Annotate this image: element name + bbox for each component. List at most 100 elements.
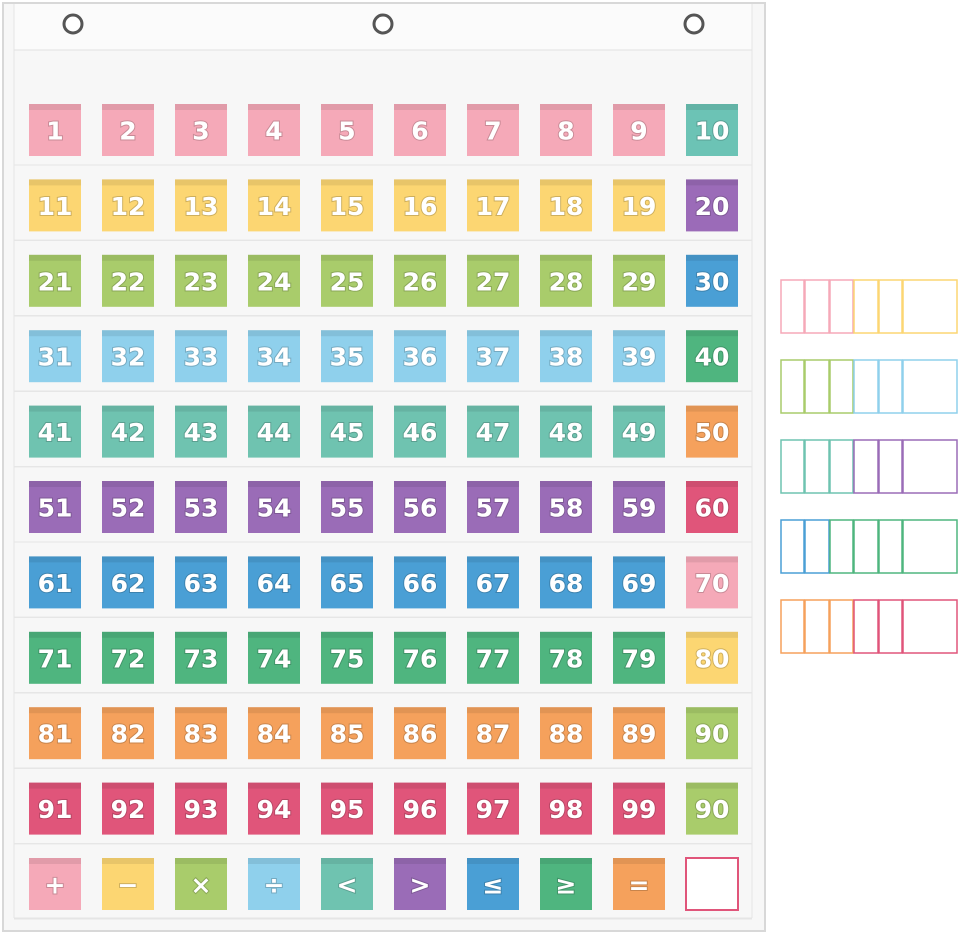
card <box>29 254 81 307</box>
card-top <box>248 556 300 563</box>
card <box>29 556 81 609</box>
card-label: 84 <box>257 720 292 749</box>
card-label: 56 <box>403 494 438 523</box>
card-top <box>102 631 154 638</box>
card <box>394 481 446 533</box>
card <box>321 782 373 835</box>
card-top <box>102 858 154 864</box>
card <box>321 330 373 383</box>
card <box>321 631 373 684</box>
card <box>467 104 519 156</box>
card-label: 69 <box>622 569 657 598</box>
card <box>686 481 738 533</box>
card-top <box>686 481 738 487</box>
card-label: 80 <box>695 644 730 673</box>
card-top <box>102 782 154 789</box>
card-top <box>394 707 446 714</box>
card <box>686 556 738 609</box>
card-label: 73 <box>184 644 219 673</box>
card-top <box>321 858 373 864</box>
card <box>540 858 592 910</box>
card <box>540 405 592 458</box>
card <box>321 707 373 760</box>
card <box>613 254 665 307</box>
strip-pocket <box>804 439 830 494</box>
card <box>613 782 665 835</box>
card-label: 13 <box>184 192 219 221</box>
card <box>175 481 227 533</box>
card-label: 74 <box>257 644 292 673</box>
card-top <box>613 179 665 186</box>
card-top <box>102 481 154 487</box>
card-top <box>175 104 227 110</box>
card-label: 53 <box>184 494 219 523</box>
card-label: 16 <box>403 192 438 221</box>
card <box>248 782 300 835</box>
card-label: 50 <box>695 418 730 447</box>
card-top <box>467 330 519 337</box>
card-label: 20 <box>695 192 730 221</box>
strip-pocket <box>780 519 805 574</box>
strip-pocket <box>853 599 879 654</box>
card-top <box>29 782 81 789</box>
grommet <box>372 13 394 35</box>
card-top <box>394 782 446 789</box>
card-label: 41 <box>38 418 73 447</box>
card-top <box>467 631 519 638</box>
card-label: 18 <box>549 192 584 221</box>
card <box>248 330 300 383</box>
card <box>394 405 446 458</box>
card-top <box>540 556 592 563</box>
card <box>394 330 446 383</box>
strip-pocket <box>853 519 879 574</box>
card-top <box>467 405 519 412</box>
strip-pocket <box>780 359 805 414</box>
card <box>248 631 300 684</box>
card-label: 85 <box>330 720 365 749</box>
card-label: 44 <box>257 418 292 447</box>
strip-pocket <box>878 279 903 334</box>
card <box>102 556 154 609</box>
card-top <box>29 707 81 714</box>
card-top <box>29 481 81 487</box>
card-label: 5 <box>338 117 355 146</box>
card-top <box>686 556 738 563</box>
card <box>467 858 519 910</box>
strip-pocket <box>853 439 879 494</box>
card-top <box>394 405 446 412</box>
grommet <box>62 13 84 35</box>
card-label: 8 <box>557 117 574 146</box>
card <box>102 631 154 684</box>
sentence-strips <box>780 279 958 654</box>
card-top <box>29 556 81 563</box>
card-top <box>686 631 738 638</box>
card-top <box>248 707 300 714</box>
card-top <box>394 104 446 110</box>
card <box>540 254 592 307</box>
card-label: 33 <box>184 343 219 372</box>
card <box>540 707 592 760</box>
card-top <box>613 405 665 412</box>
card-label: 43 <box>184 418 219 447</box>
strip-pocket <box>804 359 830 414</box>
card <box>613 104 665 156</box>
card-top <box>175 405 227 412</box>
card-top <box>467 481 519 487</box>
card <box>248 254 300 307</box>
card-label: 24 <box>257 267 292 296</box>
card <box>686 179 738 232</box>
card-label: 92 <box>111 795 146 824</box>
card-label: 47 <box>476 418 511 447</box>
card <box>686 782 738 835</box>
card <box>29 405 81 458</box>
card <box>613 707 665 760</box>
card-top <box>394 481 446 487</box>
card <box>175 707 227 760</box>
card <box>102 858 154 910</box>
card-top <box>613 556 665 563</box>
card-top <box>102 707 154 714</box>
card-label: 52 <box>111 494 146 523</box>
card <box>321 254 373 307</box>
card-top <box>29 405 81 412</box>
